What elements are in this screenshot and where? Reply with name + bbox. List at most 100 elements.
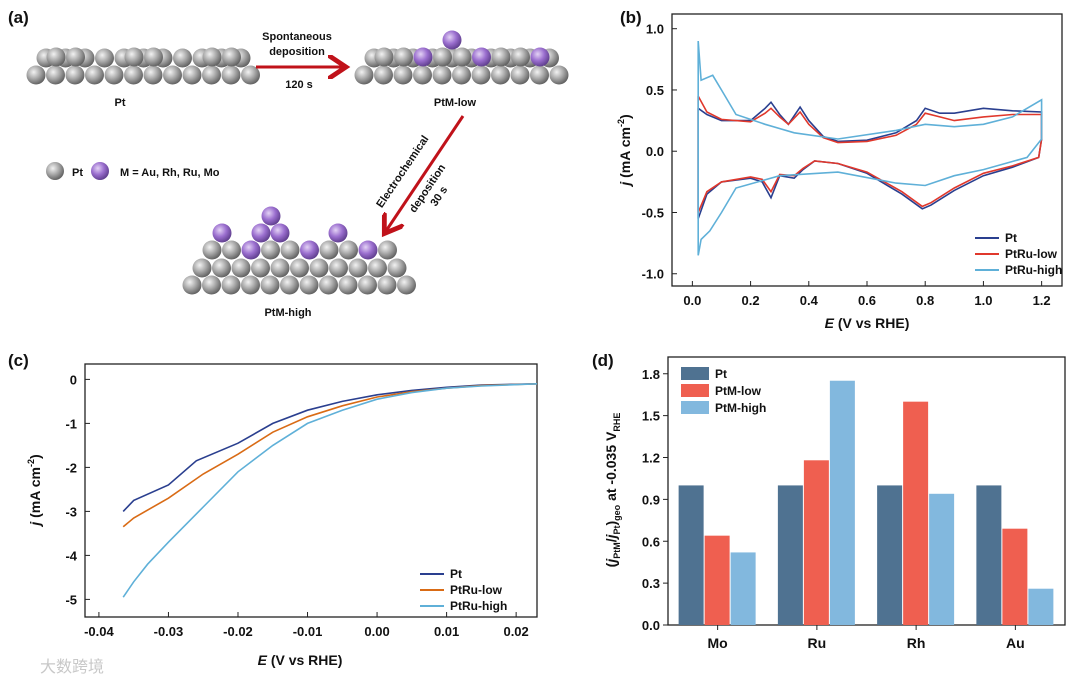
y-tick-label: -4 [65,548,77,563]
x-tick-label: 0.4 [800,293,819,308]
x-tick-label: 0.00 [364,624,389,639]
pt-atom [339,240,358,260]
series-line-ptru-high [122,383,538,598]
x-tick-label: 1.0 [974,293,992,308]
pt-atom [173,48,192,68]
pt-atom [374,47,394,67]
panel-c-lsv-chart: (c) -0.04 -0.03 -0.02 -0.01 0.00 0.01 0.02 -5 -4… [8,351,538,668]
pt-atom [354,65,374,85]
legend-b: Pt PtRu-low PtRu-high [975,231,1062,277]
arrow-electrochemical [386,115,465,231]
pt-atom [348,258,368,278]
pt-atom [104,65,124,85]
m-atom [251,223,271,243]
series-line-ptru-high [697,40,1043,256]
pt-atom [290,258,309,278]
pt-atom [202,47,222,67]
y-tick-label: 1.5 [642,409,660,424]
plot-frame-b [671,13,1063,287]
x-tick-label: 0.0 [683,293,701,308]
x-tick-label: 0.2 [742,293,760,308]
pt-atom [309,258,329,278]
pt-atom [202,240,222,260]
legend-c: Pt PtRu-low PtRu-high [420,567,507,613]
pt-atom [143,65,163,85]
legend-label: PtM-high [715,401,766,415]
y-tick-label: 1.8 [642,367,660,382]
m-atom [212,223,232,243]
bar-mo-ptm-high [730,552,756,625]
panel-b-cv-chart: (b) 0.0 0.2 0.4 0.6 0.8 1.0 1.2 -1.0 -0.5 0.0 0.5 1… [616,8,1063,331]
bar-rh-ptm-low [903,401,929,625]
legend-label: PtM-low [715,384,762,398]
panel-label-a: (a) [8,8,29,27]
pt-atom [251,258,270,278]
series-line-ptru-low [697,95,1043,213]
y-tick-label: 0.3 [642,576,660,591]
bar-ru-pt [777,485,803,625]
pt-atom [124,47,144,67]
bar-mo-ptm-low [704,535,730,625]
series-line-pt [122,383,538,512]
atom-models [26,30,569,295]
legend-label: Pt [715,367,727,381]
pt-atom [270,258,290,278]
legend-m-sphere [91,162,109,180]
pt-atom [261,240,280,260]
pt-atom [85,65,104,85]
pt-atom [511,47,530,67]
pt-atom [202,275,221,295]
pt-atom [221,65,241,85]
pt-atom [124,65,143,85]
pt-atom [510,65,530,85]
pt-atom [66,47,85,67]
legend-pt-label: Pt [72,167,83,179]
pt-atom [221,275,241,295]
step1-time: 120 s [285,79,313,91]
y-tick-label: 0 [70,372,77,387]
x-tick-label: Rh [907,635,926,651]
pt-atom [471,65,491,85]
m-atom [261,206,281,226]
pt-atom [452,65,471,85]
x-tick-label: 0.01 [434,624,459,639]
label-pt: Pt [115,97,126,109]
y-axis-label-c: j (mA cm-2) [26,454,43,527]
x-tick-label: 0.02 [503,624,528,639]
m-atom [241,240,261,260]
pt-atom [46,65,65,85]
legend-swatch [681,401,709,414]
x-tick-label: 0.6 [858,293,876,308]
pt-atom [338,275,358,295]
panel-label-b: (b) [620,8,642,27]
pt-atom [95,48,114,68]
pt-atom [491,47,511,67]
y-tick-label: -0.5 [642,205,664,220]
x-tick-label: -0.02 [223,624,253,639]
m-atom [413,47,433,67]
pt-atom [26,65,46,85]
pt-atom [530,65,549,85]
pt-atom [299,275,319,295]
m-atom [472,47,491,67]
pt-atom [65,65,85,85]
pt-atom [413,65,432,85]
bar-ru-ptm-high [829,380,855,625]
bar-rh-ptm-high [929,493,955,625]
x-tick-label: -0.01 [293,624,323,639]
pt-atom [202,65,221,85]
pt-atom [222,47,241,67]
panel-a: (a) Spontaneous deposition 120 s Pt PtM-… [8,8,569,319]
plot-frame-c [84,363,538,618]
step1-line1: Spontaneous [262,31,332,43]
pt-atom [192,258,212,278]
legend-label: PtRu-high [450,599,507,613]
x-tick-label: -0.03 [154,624,184,639]
pt-atom [182,275,202,295]
m-atom [328,223,348,243]
m-atom [442,30,462,50]
bar-au-ptm-high [1028,588,1054,625]
bar-au-pt [976,485,1002,625]
pt-atom [241,65,260,85]
